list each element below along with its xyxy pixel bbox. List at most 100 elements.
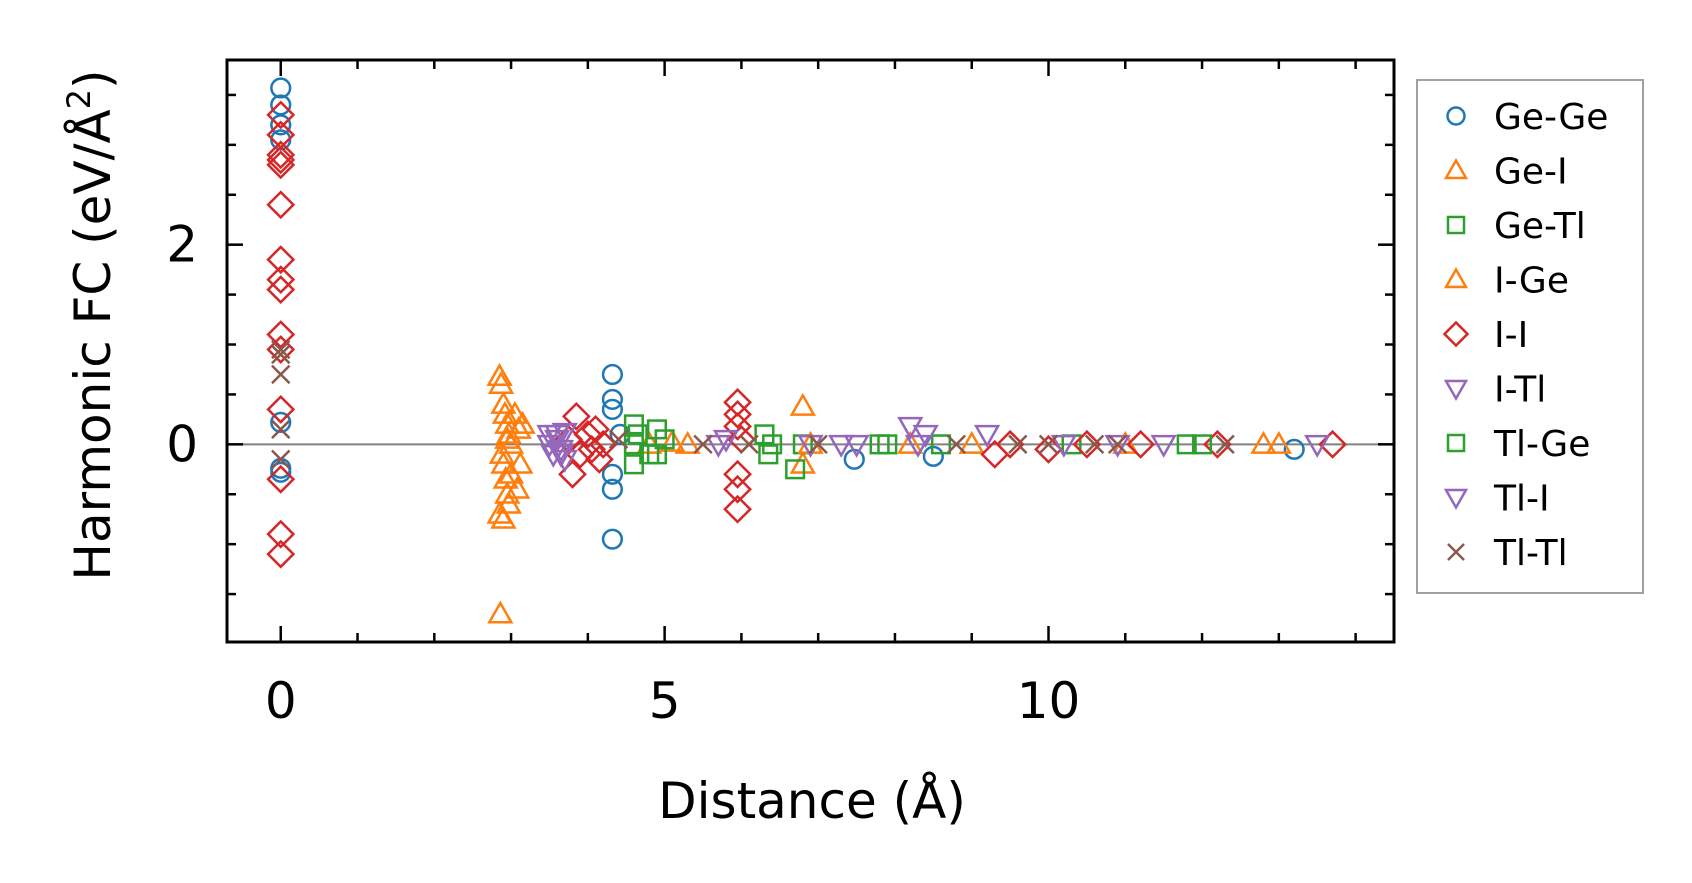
data-point	[897, 430, 924, 454]
legend-entry: Tl-Ge	[1446, 424, 1590, 465]
data-point	[487, 370, 515, 394]
data-point	[271, 344, 291, 365]
legend-entry: Tl-I	[1443, 479, 1550, 520]
series-ge-i	[486, 362, 1292, 624]
data-point	[1150, 434, 1177, 458]
data-point	[723, 474, 752, 504]
legend-entry: Ge-I	[1443, 152, 1568, 193]
legend-entry: I-Tl	[1443, 370, 1546, 411]
data-point	[270, 94, 292, 116]
y-axis-label: Harmonic FC (eV/Å2)	[60, 69, 122, 580]
data-point	[973, 424, 1001, 448]
data-point	[601, 463, 624, 485]
data-point	[488, 440, 516, 464]
legend-entry: Ge-Ge	[1446, 97, 1608, 138]
data-point	[266, 145, 296, 175]
data-point	[490, 505, 517, 529]
data-point	[723, 411, 752, 441]
data-point	[1104, 434, 1131, 458]
legend-label: Tl-Tl	[1493, 533, 1568, 574]
series-tl-i	[536, 424, 1131, 468]
data-point	[1202, 429, 1232, 459]
legend-marker	[1443, 157, 1469, 180]
data-point	[739, 434, 759, 455]
data-point	[266, 464, 296, 494]
data-point	[266, 335, 296, 364]
x-marker-stroke	[1447, 543, 1465, 561]
data-point	[1126, 429, 1156, 459]
data-point	[1038, 434, 1059, 455]
x-marker-stroke	[946, 434, 967, 455]
legend-marker	[1443, 266, 1469, 289]
x-marker-stroke	[271, 449, 291, 469]
data-point	[266, 150, 296, 180]
data-point	[674, 430, 701, 454]
data-point	[1176, 434, 1197, 455]
data-point	[266, 245, 296, 275]
series-tl-tl	[271, 339, 1235, 469]
data-point	[808, 434, 828, 455]
ticks-layer: 0 5 10 0 2	[166, 60, 1394, 730]
data-point	[266, 320, 296, 349]
data-point	[266, 140, 296, 170]
data-point	[271, 419, 291, 440]
data-point	[659, 428, 686, 452]
legend: Ge-Ge Ge-I Ge-Tl I-Ge I-I I-Tl Tl-Ge Tl-I Tl-Tl	[1416, 79, 1644, 594]
data-point	[723, 399, 752, 429]
plot-frame	[225, 58, 1396, 644]
data-point	[266, 394, 296, 424]
data-point	[608, 429, 629, 450]
data-point	[494, 480, 521, 504]
data-point	[266, 539, 296, 569]
legend-label: Ge-Ge	[1494, 97, 1608, 138]
data-point	[486, 362, 513, 386]
data-point	[1304, 434, 1331, 458]
x-marker-stroke	[271, 339, 291, 360]
data-point	[904, 434, 932, 458]
data-point	[507, 450, 534, 474]
data-point	[789, 392, 816, 416]
x-marker-stroke	[271, 419, 291, 440]
legend-marker	[1446, 215, 1466, 235]
data-point	[723, 459, 752, 489]
data-point	[266, 190, 296, 220]
data-point	[495, 490, 522, 514]
data-point	[639, 444, 660, 465]
data-point	[490, 390, 517, 414]
data-point	[828, 434, 855, 458]
data-point	[693, 434, 713, 455]
x-tick-label: 5	[649, 672, 681, 730]
data-point	[1034, 434, 1063, 464]
legend-label: Tl-I	[1493, 479, 1550, 520]
legend-label: I-Tl	[1494, 370, 1546, 411]
legend-entry: Ge-Tl	[1446, 206, 1586, 247]
data-point	[266, 265, 296, 295]
data-point	[1192, 434, 1213, 455]
data-point	[266, 519, 296, 549]
data-point	[547, 444, 575, 468]
data-point	[487, 600, 514, 624]
legend-label: I-Ge	[1494, 261, 1569, 302]
data-point	[504, 475, 531, 499]
data-point	[946, 434, 967, 455]
data-point	[995, 429, 1025, 459]
data-point	[1050, 434, 1078, 458]
series-tl-ge	[627, 424, 1213, 465]
data-point	[654, 429, 675, 450]
data-point	[723, 494, 752, 524]
data-point	[271, 339, 291, 360]
x-marker-stroke	[608, 429, 629, 450]
data-point	[785, 459, 806, 480]
legend-entry: Tl-Tl	[1447, 533, 1568, 574]
data-point	[509, 410, 536, 434]
legend-label: Tl-Ge	[1493, 424, 1590, 465]
data-point	[1265, 430, 1292, 454]
series-ge-tl	[623, 414, 1197, 480]
data-point	[1008, 434, 1028, 455]
plot-area: 0 5 10 0 2	[166, 58, 1396, 730]
x-marker-stroke	[693, 434, 713, 455]
data-point	[601, 398, 624, 420]
x-marker-stroke	[1107, 434, 1128, 455]
data-point	[551, 422, 578, 446]
legend-label: Ge-Tl	[1494, 206, 1586, 247]
